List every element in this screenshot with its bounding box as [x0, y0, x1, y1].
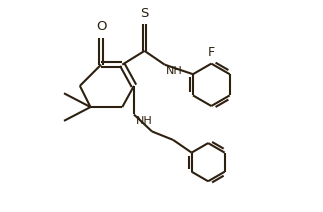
Text: NH: NH: [166, 66, 182, 76]
Text: S: S: [141, 7, 149, 20]
Text: F: F: [208, 46, 215, 59]
Text: NH: NH: [136, 116, 153, 126]
Text: O: O: [96, 21, 106, 33]
